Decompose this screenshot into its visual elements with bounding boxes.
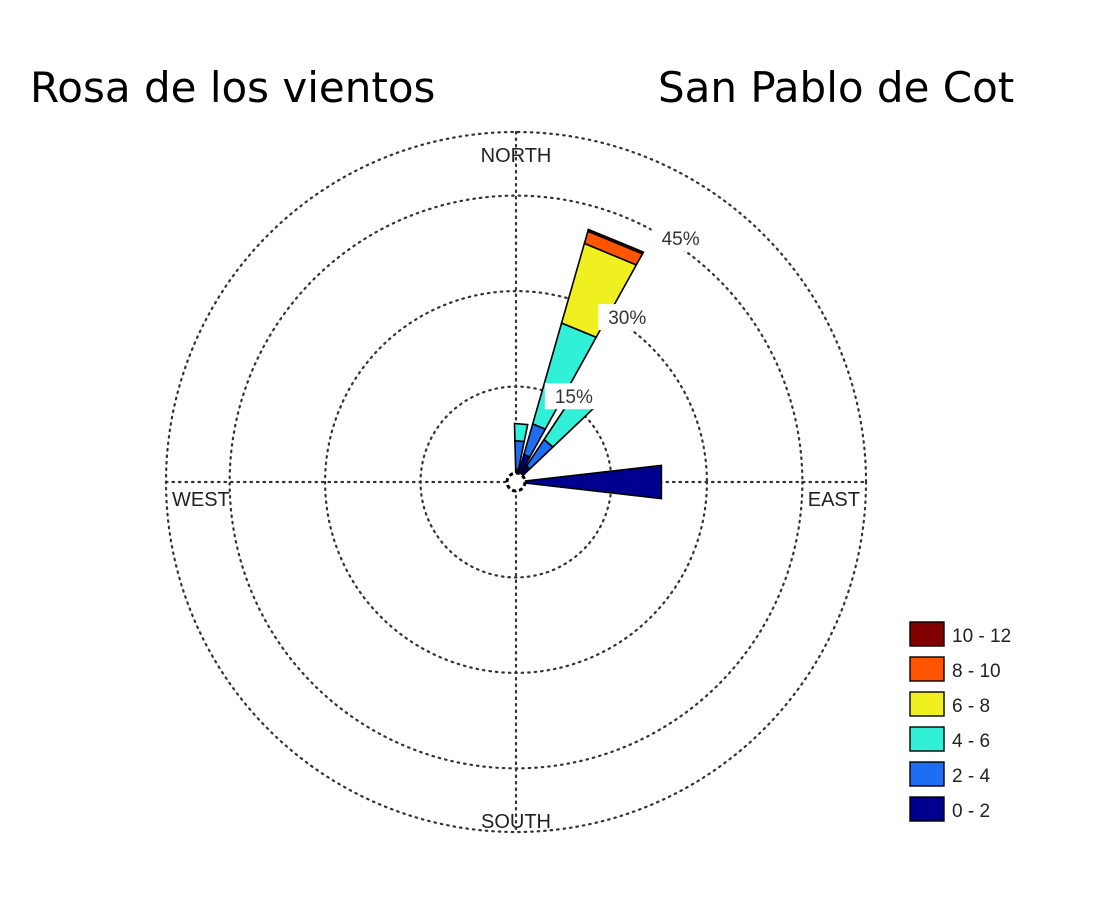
direction-label-east: EAST	[808, 489, 860, 511]
direction-label-north: NORTH	[481, 145, 552, 167]
ring-label-bg-45	[651, 224, 710, 251]
ring-label-30: 30%	[608, 308, 646, 329]
petal-2-bin-2	[513, 422, 529, 443]
legend-swatch-1	[909, 656, 945, 682]
legend-label-4: 2 - 4	[952, 766, 990, 787]
petal-0-bin-5	[586, 228, 645, 255]
ring-labels: 15% 30% 45%	[544, 224, 710, 410]
ring-label-45: 45%	[662, 229, 700, 250]
calm-circle	[505, 471, 527, 493]
direction-labels: NORTH EAST SOUTH WEST	[172, 145, 860, 833]
ring-label-15: 15%	[555, 387, 593, 408]
petals	[505, 228, 663, 500]
legend-swatch-3	[909, 726, 945, 752]
legend-label-0: 10 - 12	[952, 626, 1011, 647]
legend-label-2: 6 - 8	[952, 696, 990, 717]
ring-label-bg-30	[598, 304, 657, 331]
legend-swatch-5	[909, 796, 945, 822]
petal-3-bin-0	[515, 464, 663, 500]
chart-subtitle: San Pablo de Cot	[658, 63, 1014, 112]
legend-label-5: 0 - 2	[952, 801, 990, 822]
direction-label-south: SOUTH	[481, 811, 551, 833]
legend-label-1: 8 - 10	[952, 661, 1001, 682]
direction-label-west: WEST	[172, 489, 230, 511]
legend: 10 - 12 8 - 10 6 - 8 4 - 6 2 - 4 0 - 2	[909, 621, 1011, 822]
ring-label-bg-15	[544, 383, 603, 410]
legend-swatch-0	[909, 621, 945, 647]
chart-title: Rosa de los vientos	[30, 63, 435, 112]
legend-label-3: 4 - 6	[952, 731, 990, 752]
legend-swatch-4	[909, 761, 945, 787]
legend-swatch-2	[909, 691, 945, 717]
